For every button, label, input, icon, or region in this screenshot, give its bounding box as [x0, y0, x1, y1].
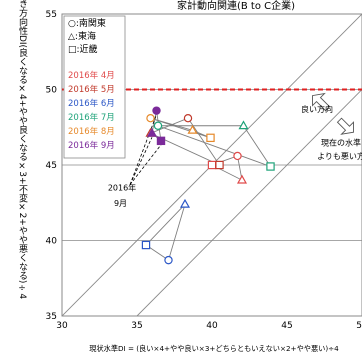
x-tick-labels: 30 35 40 45 50	[56, 321, 362, 331]
data-point-circle	[233, 151, 242, 161]
legend-region-triangle: △:東海	[68, 30, 96, 42]
data-point-triangle	[179, 198, 191, 208]
legend-box	[63, 15, 126, 159]
data-point-square	[215, 160, 224, 170]
data-point-square	[266, 162, 275, 171]
worse-than-current-arrow	[336, 117, 354, 135]
legend-month-entry: 2016年 9月	[68, 140, 115, 151]
legend-region-square: □:近畿	[68, 43, 98, 55]
data-point-triangle	[187, 124, 198, 134]
legend-month-entry: 2016年 6月	[68, 98, 115, 109]
legend-months: 2016年 4月 2016年 5月 2016年 6月 2016年 7月 2016年 8月…	[68, 70, 115, 151]
y-tick-label: 45	[46, 161, 57, 171]
x-tick-label: 40	[206, 321, 218, 331]
x-tick-label: 35	[131, 321, 142, 331]
legend-month-entry: 2016年 5月	[68, 84, 115, 95]
data-point-circle	[164, 255, 173, 265]
x-axis-label: 現状水準DI = (良い×4+やや良い×3+どちらともいえない×2+やや悪い)÷…	[89, 344, 339, 353]
data-point-circle	[152, 106, 161, 115]
pointer-line-september	[129, 137, 153, 185]
data-point-triangle	[146, 127, 158, 137]
data-point-square	[141, 240, 151, 250]
data-point-circle	[146, 113, 155, 123]
data-point-triangle	[236, 174, 248, 184]
annotation-label: 良い方向	[301, 104, 333, 114]
legend-month-entry: 2016年 8月	[68, 126, 115, 137]
good-direction-arrow	[312, 92, 331, 112]
data-point-square	[207, 160, 217, 170]
annotation-label: 9月	[114, 199, 127, 208]
legend-month-entry: 2016年 7月	[68, 112, 115, 123]
pointer-line-september	[129, 144, 162, 185]
annotation-label: 現在の水準	[321, 137, 361, 147]
direction-arrows	[129, 92, 354, 185]
data-point-circle	[183, 113, 193, 123]
annotation-label: よりも悪い方	[317, 151, 362, 161]
month-connector-lines	[145, 110, 272, 261]
data-point-square	[206, 133, 215, 143]
y-tick-label: 35	[46, 312, 57, 322]
data-point-circle	[153, 121, 163, 130]
y-tick-label: 40	[46, 237, 58, 247]
legend-month-entry: 2016年 4月	[68, 70, 115, 81]
connector-2016年 6月	[145, 203, 186, 261]
connector-2016年 4月	[210, 155, 243, 181]
pointer-line-september	[129, 114, 157, 185]
data-point-triangle	[238, 120, 249, 130]
annotation-label: 2016年	[108, 183, 136, 193]
diagonal-y-equals-x	[136, 88, 362, 316]
chart-title: 家計動向関連(B to C企業)	[177, 0, 295, 12]
y-axis-label: 先行き方向性DI(良くなる×4+やや良くなる×3+不変×2+やや悪くなる)÷4	[17, 0, 28, 299]
connector-2016年 7月	[157, 125, 272, 168]
legend-region-circle: ○:南関東	[68, 17, 106, 29]
x-tick-label: 45	[281, 321, 292, 331]
x-tick-label: 30	[56, 321, 68, 331]
y-tick-label: 50	[46, 86, 58, 96]
legend-regions: ○:南関東△:東海□:近畿	[68, 17, 106, 55]
y-tick-label: 55	[46, 10, 57, 20]
x-tick-label: 50	[356, 321, 362, 331]
connector-2016年 8月	[150, 117, 211, 139]
data-point-square	[156, 136, 166, 146]
y-tick-labels: 35 40 45 50 55	[46, 10, 58, 322]
data-points	[141, 106, 275, 265]
